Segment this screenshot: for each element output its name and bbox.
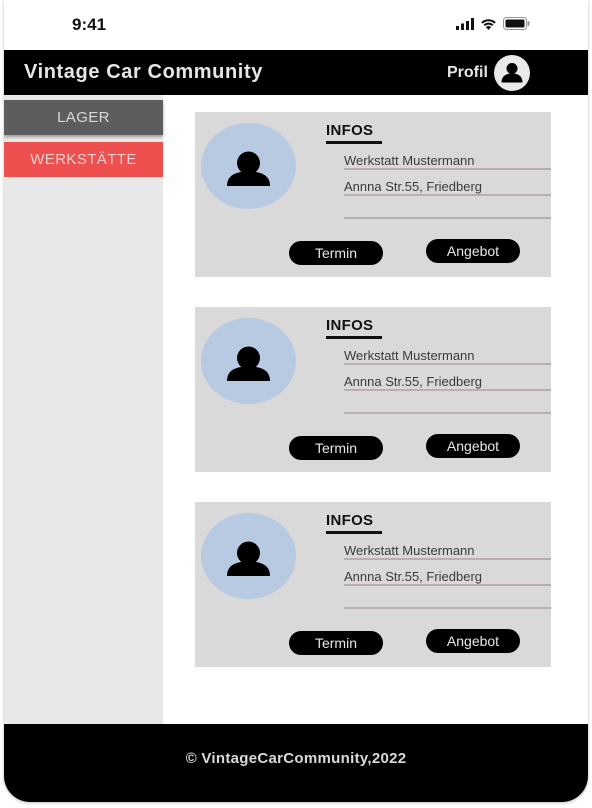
infos-underline bbox=[326, 141, 382, 144]
workshop-name: Werkstatt Mustermann bbox=[344, 348, 475, 363]
app-title: Vintage Car Community bbox=[24, 61, 263, 83]
termin-button[interactable]: Termin bbox=[289, 241, 383, 265]
sidebar: LAGER WERKSTÄTTE bbox=[4, 95, 163, 724]
workshop-avatar bbox=[201, 513, 296, 599]
sidebar-item-lager[interactable]: LAGER bbox=[4, 100, 163, 135]
workshop-card: INFOS Werkstatt Mustermann Annna Str.55,… bbox=[195, 502, 551, 667]
workshop-card: INFOS Werkstatt Mustermann Annna Str.55,… bbox=[195, 307, 551, 472]
user-icon bbox=[494, 63, 530, 91]
infos-heading: INFOS bbox=[326, 512, 374, 529]
battery-icon bbox=[503, 17, 530, 35]
phone-frame: 9:41 bbox=[4, 0, 588, 802]
infos-underline bbox=[326, 336, 382, 339]
workshop-name: Werkstatt Mustermann bbox=[344, 153, 475, 168]
profile-avatar-button[interactable] bbox=[494, 55, 530, 91]
app-footer: © VintageCarCommunity,2022 bbox=[4, 724, 588, 802]
infos-heading: INFOS bbox=[326, 122, 374, 139]
angebot-button[interactable]: Angebot bbox=[426, 239, 520, 263]
workshop-avatar bbox=[201, 318, 296, 404]
info-divider bbox=[344, 607, 551, 609]
workshop-address: Annna Str.55, Friedberg bbox=[344, 374, 483, 389]
info-divider bbox=[344, 194, 551, 196]
status-bar: 9:41 bbox=[4, 0, 588, 50]
info-divider bbox=[344, 217, 551, 219]
info-divider bbox=[344, 389, 551, 391]
infos-heading: INFOS bbox=[326, 317, 374, 334]
angebot-button[interactable]: Angebot bbox=[426, 629, 520, 653]
workshop-avatar bbox=[201, 123, 296, 209]
info-divider bbox=[344, 412, 551, 414]
user-icon bbox=[201, 541, 296, 599]
termin-button[interactable]: Termin bbox=[289, 631, 383, 655]
app-header: Vintage Car Community Profil bbox=[4, 50, 588, 95]
signal-icon bbox=[456, 17, 474, 35]
user-icon bbox=[201, 151, 296, 209]
termin-button[interactable]: Termin bbox=[289, 436, 383, 460]
info-divider bbox=[344, 558, 551, 560]
status-time: 9:41 bbox=[72, 15, 107, 34]
info-divider bbox=[344, 363, 551, 365]
workshop-address: Annna Str.55, Friedberg bbox=[344, 569, 483, 584]
user-icon bbox=[201, 346, 296, 404]
workshop-card: INFOS Werkstatt Mustermann Annna Str.55,… bbox=[195, 112, 551, 277]
footer-copyright: © VintageCarCommunity,2022 bbox=[185, 750, 407, 767]
workshop-address: Annna Str.55, Friedberg bbox=[344, 179, 483, 194]
angebot-button[interactable]: Angebot bbox=[426, 434, 520, 458]
info-divider bbox=[344, 584, 551, 586]
info-divider bbox=[344, 168, 551, 170]
infos-underline bbox=[326, 531, 382, 534]
workshop-name: Werkstatt Mustermann bbox=[344, 543, 475, 558]
status-icons bbox=[456, 17, 530, 35]
profile-link[interactable]: Profil bbox=[447, 64, 488, 81]
wifi-icon bbox=[480, 17, 497, 35]
sidebar-item-werkstaette[interactable]: WERKSTÄTTE bbox=[4, 142, 163, 177]
